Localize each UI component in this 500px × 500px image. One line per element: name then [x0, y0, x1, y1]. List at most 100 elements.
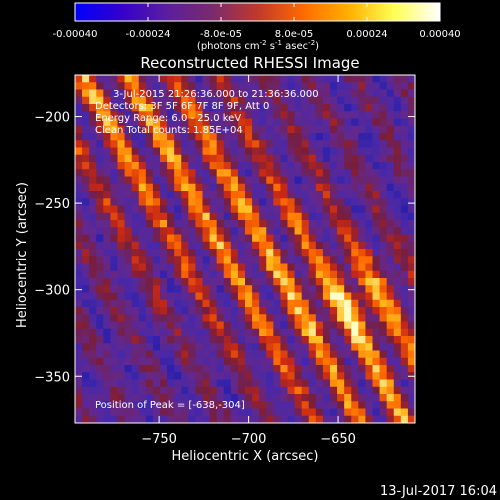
heatmap-cell [259, 220, 267, 228]
heatmap-cell [110, 321, 118, 330]
heatmap-cell [386, 314, 395, 322]
heatmap-cell [252, 415, 260, 423]
heatmap-cell [152, 241, 161, 250]
heatmap-cell [330, 162, 338, 170]
heatmap-cell [351, 365, 359, 373]
heatmap-cell [273, 394, 281, 402]
y-tick-label: −300 [34, 284, 70, 299]
heatmap-cell [330, 307, 338, 315]
heatmap-cell [89, 227, 97, 235]
heatmap-cell [75, 299, 83, 308]
heatmap-cell [152, 357, 161, 366]
heatmap-cell [131, 336, 140, 344]
heatmap-cell [82, 227, 90, 235]
heatmap-cell [181, 343, 189, 351]
heatmap-cell [195, 350, 203, 359]
heatmap-cell [308, 263, 317, 272]
heatmap-cell [358, 372, 366, 380]
heatmap-cell [393, 350, 402, 359]
heatmap-cell [230, 75, 239, 83]
heatmap-cell [230, 162, 239, 170]
heatmap-cell [174, 147, 182, 156]
heatmap-cell [202, 307, 210, 315]
annotation-detectors: Detectors: 3F 5F 6F 7F 8F 9F, Att 0 [95, 101, 269, 112]
heatmap-cell [160, 350, 168, 359]
heatmap-cell [294, 227, 303, 235]
heatmap-cell [330, 336, 338, 344]
heatmap-cell [124, 394, 133, 402]
heatmap-cell [145, 365, 154, 373]
heatmap-cell [245, 292, 253, 301]
heatmap-cell [117, 321, 125, 330]
heatmap-cell [273, 270, 281, 279]
heatmap-cell [365, 198, 373, 206]
heatmap-cell [181, 220, 189, 228]
heatmap-cell [252, 154, 260, 163]
heatmap-cell [379, 169, 388, 177]
heatmap-cell [117, 249, 125, 257]
heatmap-cell [152, 263, 161, 272]
heatmap-cell [131, 249, 140, 257]
heatmap-cell [287, 263, 295, 272]
heatmap-cell [237, 133, 246, 141]
heatmap-cell [245, 212, 253, 221]
heatmap-cell [237, 270, 246, 279]
heatmap-cell [124, 249, 133, 257]
heatmap-cell [96, 386, 104, 395]
heatmap-cell [294, 125, 303, 134]
heatmap-cell [245, 82, 253, 90]
heatmap-cell [358, 89, 366, 98]
heatmap-cell [124, 386, 133, 395]
heatmap-cell [237, 328, 246, 337]
heatmap-cell [337, 234, 345, 243]
heatmap-cell [167, 365, 175, 373]
heatmap-cell [245, 118, 253, 127]
heatmap-cell [287, 205, 295, 214]
colorbar-tick-label: -0.00024 [126, 29, 171, 40]
heatmap-cell [82, 256, 90, 264]
heatmap-cell [294, 307, 303, 315]
heatmap-cell [308, 249, 317, 257]
heatmap-cell [188, 379, 196, 388]
heatmap-cell [110, 408, 118, 417]
heatmap-cell [322, 176, 331, 185]
heatmap-cell [245, 154, 253, 163]
heatmap-cell [351, 212, 359, 221]
heatmap-cell [160, 104, 168, 112]
heatmap-cell [181, 401, 189, 409]
heatmap-cell [308, 299, 317, 308]
heatmap-cell [131, 212, 140, 221]
heatmap-cell [252, 292, 260, 301]
heatmap-cell [386, 336, 395, 344]
heatmap-cell [209, 169, 218, 177]
heatmap-cell [351, 191, 359, 199]
heatmap-cell [407, 205, 415, 214]
heatmap-cell [393, 263, 402, 272]
heatmap-cell [167, 176, 175, 185]
heatmap-cell [181, 118, 189, 127]
heatmap-cell [337, 278, 345, 286]
heatmap-cell [273, 307, 281, 315]
heatmap-cell [330, 75, 338, 83]
heatmap-cell [287, 278, 295, 286]
heatmap-cell [351, 198, 359, 206]
heatmap-cell [301, 350, 310, 359]
heatmap-cell [181, 212, 189, 221]
heatmap-cell [209, 299, 218, 308]
heatmap-cell [96, 234, 104, 243]
heatmap-cell [237, 125, 246, 134]
heatmap-cell [301, 394, 310, 402]
heatmap-cell [195, 270, 203, 279]
heatmap-cell [315, 307, 324, 315]
heatmap-cell [337, 191, 345, 199]
heatmap-cell [344, 205, 352, 214]
heatmap-cell [358, 169, 366, 177]
heatmap-cell [400, 372, 409, 380]
heatmap-cell [230, 169, 239, 177]
heatmap-cell [152, 212, 161, 221]
heatmap-cell [230, 212, 239, 221]
heatmap-cell [315, 299, 324, 308]
heatmap-cell [379, 394, 388, 402]
heatmap-cell [330, 278, 338, 286]
heatmap-cell [117, 176, 125, 185]
